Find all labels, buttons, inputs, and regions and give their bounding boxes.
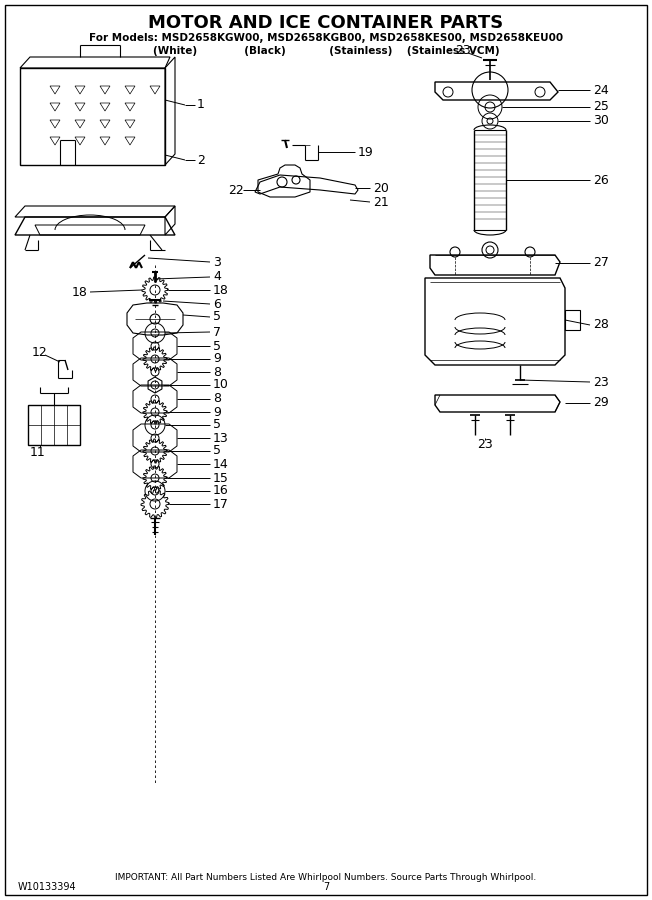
Text: 1: 1 bbox=[197, 98, 205, 112]
Text: 21: 21 bbox=[373, 195, 389, 209]
Text: 19: 19 bbox=[358, 146, 374, 158]
Text: 25: 25 bbox=[593, 101, 609, 113]
Text: 8: 8 bbox=[213, 392, 221, 406]
Text: For Models: MSD2658KGW00, MSD2658KGB00, MSD2658KES00, MSD2658KEU00: For Models: MSD2658KGW00, MSD2658KGB00, … bbox=[89, 33, 563, 43]
Text: (White)             (Black)            (Stainless)    (Stainless VCM): (White) (Black) (Stainless) (Stainless V… bbox=[153, 46, 499, 56]
Text: 23: 23 bbox=[593, 375, 609, 389]
Text: W10133394: W10133394 bbox=[18, 882, 77, 892]
Text: 12: 12 bbox=[32, 346, 48, 358]
Text: 7: 7 bbox=[323, 882, 329, 892]
Text: 3: 3 bbox=[213, 256, 221, 268]
Text: 2: 2 bbox=[197, 154, 205, 166]
Text: 5: 5 bbox=[213, 310, 221, 323]
Text: 22: 22 bbox=[228, 184, 244, 196]
Text: 26: 26 bbox=[593, 174, 609, 186]
Text: 4: 4 bbox=[213, 271, 221, 284]
Text: 29: 29 bbox=[593, 397, 609, 410]
Text: IMPORTANT: All Part Numbers Listed Are Whirlpool Numbers. Source Parts Through W: IMPORTANT: All Part Numbers Listed Are W… bbox=[115, 872, 537, 881]
Text: 20: 20 bbox=[373, 182, 389, 194]
Text: 18: 18 bbox=[72, 285, 88, 299]
Text: 30: 30 bbox=[593, 114, 609, 128]
Text: 23: 23 bbox=[477, 438, 493, 452]
Text: 27: 27 bbox=[593, 256, 609, 269]
Text: 23: 23 bbox=[455, 43, 471, 57]
Text: 13: 13 bbox=[213, 431, 229, 445]
Text: 11: 11 bbox=[30, 446, 46, 460]
Text: 28: 28 bbox=[593, 319, 609, 331]
Text: 14: 14 bbox=[213, 457, 229, 471]
Text: 6: 6 bbox=[213, 298, 221, 310]
Text: 17: 17 bbox=[213, 498, 229, 510]
Text: 15: 15 bbox=[213, 472, 229, 484]
Text: 9: 9 bbox=[213, 406, 221, 419]
Text: 10: 10 bbox=[213, 379, 229, 392]
Text: 5: 5 bbox=[213, 339, 221, 353]
Text: 5: 5 bbox=[213, 445, 221, 457]
Text: 16: 16 bbox=[213, 484, 229, 498]
Text: MOTOR AND ICE CONTAINER PARTS: MOTOR AND ICE CONTAINER PARTS bbox=[149, 14, 503, 32]
Text: 18: 18 bbox=[213, 284, 229, 296]
Text: 7: 7 bbox=[213, 326, 221, 338]
Text: 8: 8 bbox=[213, 365, 221, 379]
Text: 24: 24 bbox=[593, 84, 609, 96]
Text: 5: 5 bbox=[213, 418, 221, 431]
Text: 9: 9 bbox=[213, 353, 221, 365]
